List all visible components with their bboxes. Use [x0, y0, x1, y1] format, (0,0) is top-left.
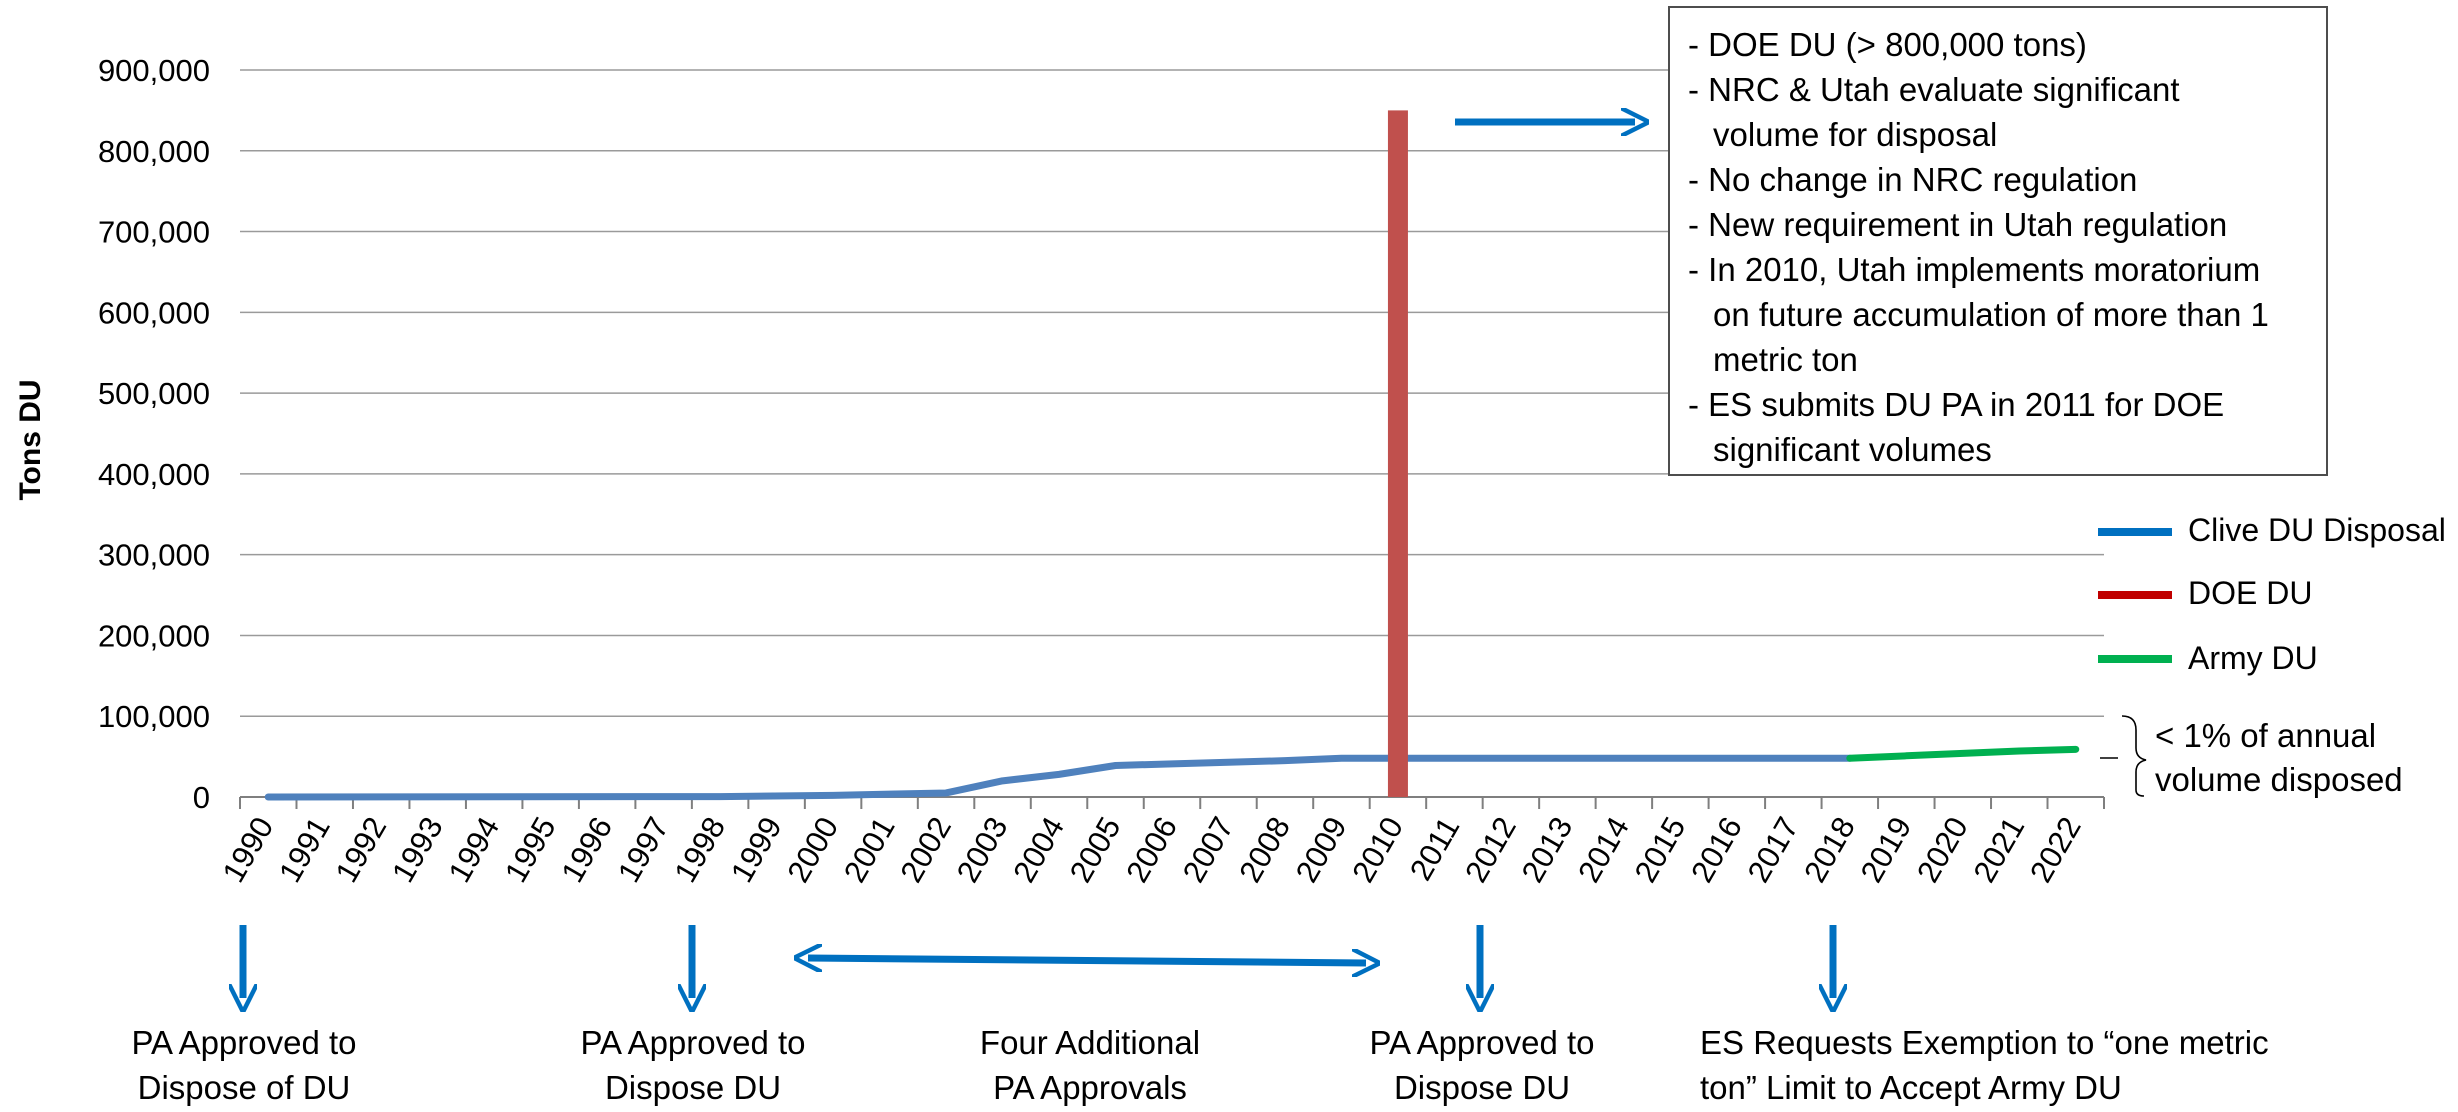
x-tick-label-2022: 2022 — [2023, 811, 2088, 888]
x-tick-label-2003: 2003 — [950, 811, 1015, 888]
line-army-du — [1850, 749, 2076, 758]
x-tick-label-2021: 2021 — [1967, 811, 2032, 888]
x-tick-label-2010: 2010 — [1345, 811, 1410, 888]
milestone-label-1990: PA Approved to Dispose of DU — [96, 1020, 392, 1110]
note-line: - No change in NRC regulation — [1688, 157, 2308, 202]
note-line: on future accumulation of more than 1 — [1688, 292, 2308, 337]
y-tick-label: 0 — [193, 780, 210, 815]
note-line: significant volumes — [1688, 427, 2308, 472]
x-tick-label-2006: 2006 — [1119, 811, 1184, 888]
brace-note-line1: < 1% of annual — [2155, 714, 2403, 758]
note-line: - In 2010, Utah implements moratorium — [1688, 247, 2308, 292]
x-tick-label-2020: 2020 — [1910, 811, 1975, 888]
bar-doe-du-2010 — [1388, 110, 1408, 797]
x-tick-label-2002: 2002 — [893, 811, 958, 888]
legend-label-doe: DOE DU — [2188, 575, 2312, 612]
y-tick-label: 800,000 — [98, 134, 210, 169]
y-tick-label: 400,000 — [98, 457, 210, 492]
x-tick-label-2018: 2018 — [1797, 811, 1862, 888]
arrow-four-approvals — [808, 958, 1366, 963]
y-axis-label: Tons DU — [14, 379, 47, 500]
x-tick-label-2013: 2013 — [1515, 811, 1580, 888]
milestone-label-2018: ES Requests Exemption to “one metric ton… — [1700, 1020, 2340, 1110]
x-tick-label-2014: 2014 — [1571, 811, 1636, 888]
x-tick-label-2008: 2008 — [1232, 811, 1297, 888]
note-line: - NRC & Utah evaluate significant — [1688, 67, 2308, 112]
y-tick-label: 200,000 — [98, 618, 210, 653]
y-tick-label: 700,000 — [98, 215, 210, 250]
x-tick-label-2019: 2019 — [1854, 811, 1919, 888]
x-tick-label-1993: 1993 — [385, 811, 450, 888]
x-tick-label-2007: 2007 — [1176, 811, 1241, 888]
x-tick-label-2011: 2011 — [1403, 811, 1467, 886]
legend-label-clive: Clive DU Disposal — [2188, 512, 2446, 549]
y-tick-label: 100,000 — [98, 699, 210, 734]
x-tick-label-2012: 2012 — [1458, 811, 1523, 888]
milestone-label-four-approvals: Four Additional PA Approvals — [942, 1020, 1238, 1110]
doe-du-note-box: - DOE DU (> 800,000 tons)- NRC & Utah ev… — [1668, 6, 2328, 476]
x-tick-label-1999: 1999 — [724, 811, 789, 888]
milestone-label-1998: PA Approved to Dispose DU — [545, 1020, 841, 1110]
note-line: - ES submits DU PA in 2011 for DOE — [1688, 382, 2308, 427]
x-tick-label-1992: 1992 — [328, 811, 393, 888]
milestone-label-2012: PA Approved to Dispose DU — [1334, 1020, 1630, 1110]
x-tick-label-1990: 1990 — [216, 811, 281, 888]
note-line: - DOE DU (> 800,000 tons) — [1688, 22, 2308, 67]
x-tick-label-1995: 1995 — [498, 811, 563, 888]
brace-note-line2: volume disposed — [2155, 758, 2403, 802]
x-tick-label-2016: 2016 — [1684, 811, 1749, 888]
note-line: metric ton — [1688, 337, 2308, 382]
x-tick-label-1998: 1998 — [667, 811, 732, 888]
x-tick-label-1991: 1991 — [272, 811, 337, 888]
x-tick-label-2017: 2017 — [1741, 811, 1806, 888]
y-tick-label: 600,000 — [98, 295, 210, 330]
x-tick-label-1994: 1994 — [441, 811, 506, 888]
x-tick-label-2015: 2015 — [1628, 811, 1693, 888]
note-line: volume for disposal — [1688, 112, 2308, 157]
x-tick-label-2000: 2000 — [780, 811, 845, 888]
y-tick-label: 900,000 — [98, 53, 210, 88]
x-tick-label-1996: 1996 — [554, 811, 619, 888]
brace-symbol — [2122, 716, 2146, 796]
legend-label-army: Army DU — [2188, 640, 2318, 677]
brace-note: < 1% of annual volume disposed — [2155, 714, 2403, 802]
y-tick-label: 500,000 — [98, 376, 210, 411]
x-tick-label-1997: 1997 — [611, 811, 676, 888]
x-tick-label-2005: 2005 — [1063, 811, 1128, 888]
note-line: - New requirement in Utah regulation — [1688, 202, 2308, 247]
line-clive-du-disposal — [268, 758, 1850, 797]
y-tick-label: 300,000 — [98, 538, 210, 573]
x-tick-label-2004: 2004 — [1006, 811, 1071, 888]
x-tick-label-2009: 2009 — [1289, 811, 1354, 888]
x-tick-label-2001: 2001 — [837, 811, 902, 888]
